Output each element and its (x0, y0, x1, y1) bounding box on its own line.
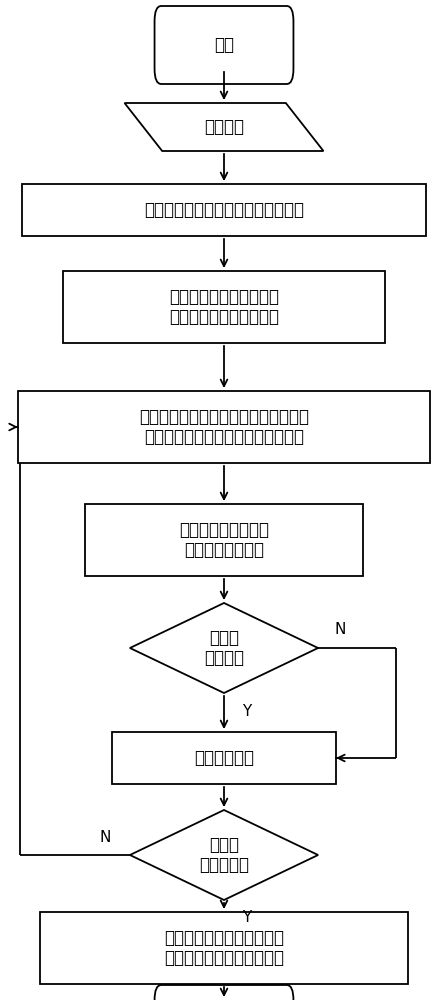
Text: 距离小
于阈值？: 距离小 于阈值？ (204, 629, 244, 667)
Text: 特征点图: 特征点图 (204, 118, 244, 136)
Text: 开始: 开始 (214, 36, 234, 54)
Polygon shape (130, 810, 318, 900)
Bar (85, 504, 363, 576)
Text: 候选点
集合为空？: 候选点 集合为空？ (199, 836, 249, 874)
Text: 对每个候选点，计算
其与位置点的距离: 对每个候选点，计算 其与位置点的距离 (179, 521, 269, 559)
Text: 对特征点数目在竖直方向上进行累加: 对特征点数目在竖直方向上进行累加 (144, 201, 304, 219)
Text: 保留累加结果最大的候选点作为一个位
置点，并将该点从候选点集合中删除: 保留累加结果最大的候选点作为一个位 置点，并将该点从候选点集合中删除 (139, 408, 309, 446)
Text: Y: Y (242, 704, 251, 718)
Bar (22, 184, 426, 236)
Text: N: N (99, 830, 111, 844)
Polygon shape (125, 103, 323, 151)
Text: N: N (335, 622, 346, 638)
Bar (112, 732, 336, 784)
Text: 将累加结果大于阈值的横
坐标作为一个候选点坐标: 将累加结果大于阈值的横 坐标作为一个候选点坐标 (169, 288, 279, 326)
Text: 选取位置点附近一定宽度的
图像作为车道线的位置区域: 选取位置点附近一定宽度的 图像作为车道线的位置区域 (164, 929, 284, 967)
Polygon shape (130, 603, 318, 693)
FancyBboxPatch shape (155, 985, 293, 1000)
FancyBboxPatch shape (155, 6, 293, 84)
Bar (63, 271, 385, 343)
Bar (40, 912, 408, 984)
Text: 删除该候选点: 删除该候选点 (194, 749, 254, 767)
Text: Y: Y (242, 910, 251, 926)
Bar (18, 391, 430, 463)
